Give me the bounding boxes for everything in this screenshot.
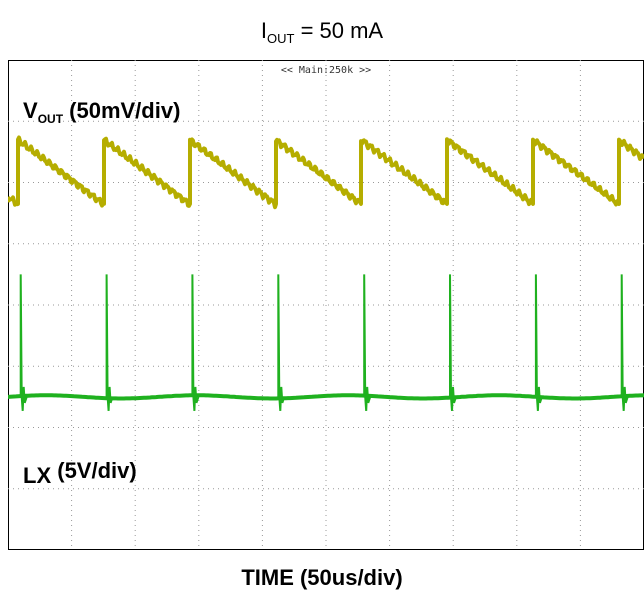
x-axis-label: TIME (50us/div) [241, 565, 403, 590]
vout-trace [8, 135, 644, 210]
lx-spike [534, 274, 543, 411]
lx-spike [449, 274, 457, 411]
lx-spike [620, 274, 629, 411]
vout-waveform [8, 135, 644, 210]
lx-spike [363, 274, 372, 411]
scope-menu-label: << Main:250k >> [281, 65, 371, 76]
lx-spike [277, 274, 286, 411]
lx-trace [8, 274, 644, 411]
lx-spike [191, 274, 200, 411]
lx-baseline [8, 393, 644, 401]
vout-label: VOUT (50mV/div) [23, 98, 180, 126]
scope-plot: << Main:250k >> VOUT (50mV/div) LX (5V/d… [8, 60, 644, 550]
lx-spike [105, 274, 114, 411]
lx-spike [19, 274, 28, 411]
lx-label: LX (5V/div) [23, 458, 137, 488]
chart-title: IOUT = 50 mA [260, 18, 384, 46]
grid [8, 60, 644, 550]
